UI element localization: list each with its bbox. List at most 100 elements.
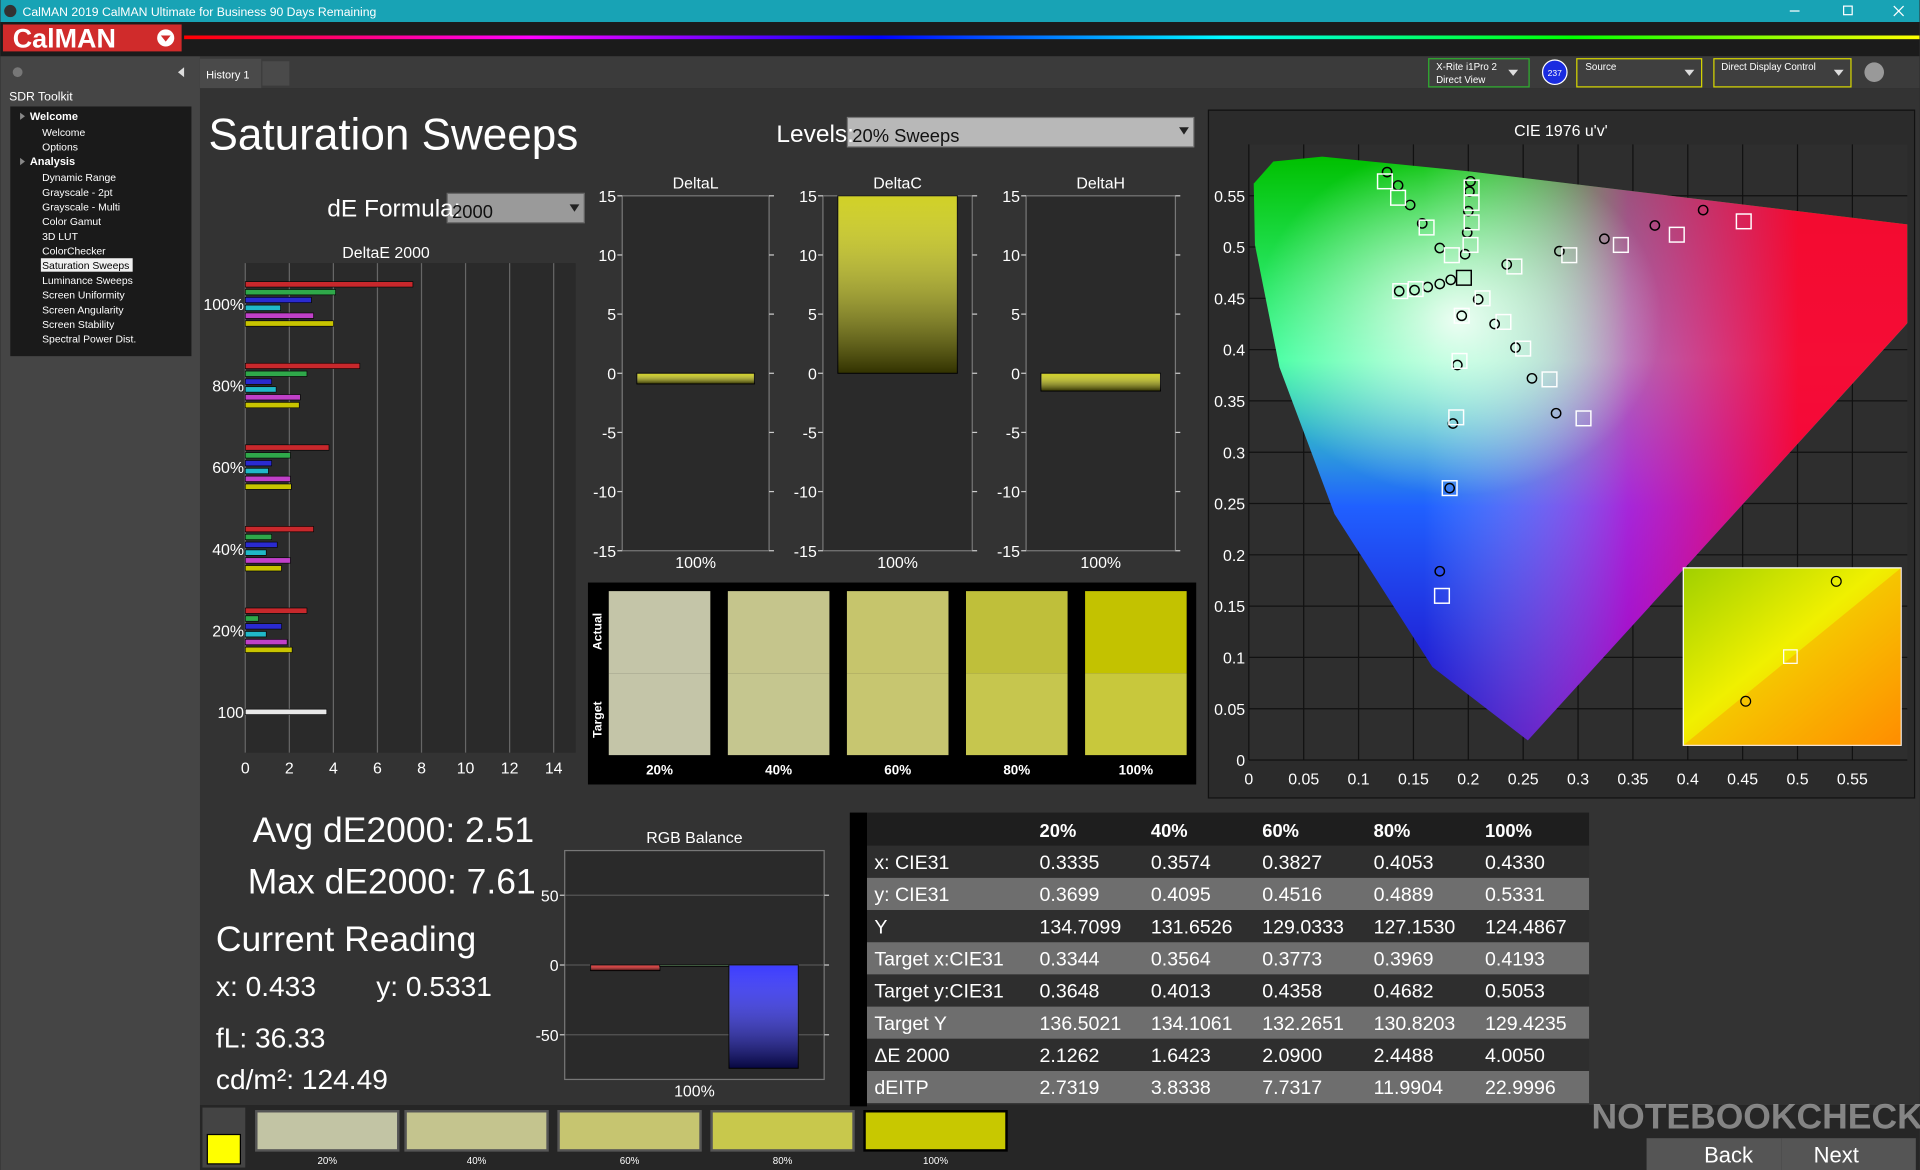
level-swatch[interactable] bbox=[710, 1110, 855, 1152]
bar bbox=[244, 533, 273, 540]
bar bbox=[244, 452, 291, 459]
table-cell: 2.7319 bbox=[1040, 1077, 1100, 1099]
bar bbox=[244, 320, 334, 327]
y-tick-label: 0.55 bbox=[1214, 189, 1245, 206]
bar bbox=[244, 549, 267, 556]
table-cell: 0.3773 bbox=[1262, 948, 1322, 970]
display-box[interactable] bbox=[1713, 58, 1852, 88]
table-cell: 0.5053 bbox=[1485, 981, 1545, 1003]
table-cell: 0.3344 bbox=[1040, 948, 1100, 970]
tree-item[interactable]: Grayscale - 2pt bbox=[42, 188, 113, 199]
level-label[interactable]: 100% bbox=[923, 1156, 948, 1167]
x-tick-label: 8 bbox=[417, 760, 426, 777]
tree-item[interactable]: Welcome bbox=[42, 128, 85, 139]
measured-point bbox=[1416, 218, 1428, 229]
table-cell: 0.5331 bbox=[1485, 884, 1545, 906]
bar-shade bbox=[636, 373, 755, 384]
table-cell: 132.2651 bbox=[1262, 1013, 1344, 1035]
y-tick-label: 80% bbox=[212, 379, 244, 396]
tree-arrow bbox=[20, 112, 25, 120]
tree-item[interactable]: Options bbox=[42, 143, 78, 154]
x-tick-label: 0.55 bbox=[1837, 771, 1868, 788]
level-swatch[interactable] bbox=[557, 1110, 702, 1152]
y-tick-label: 0.25 bbox=[1214, 497, 1245, 514]
level-swatch[interactable] bbox=[863, 1110, 1008, 1152]
sidebar-pin[interactable] bbox=[12, 67, 23, 78]
inset-target bbox=[1783, 649, 1798, 664]
table-cell: 127.1530 bbox=[1374, 916, 1456, 938]
bar bbox=[244, 475, 291, 482]
window-controls[interactable] bbox=[1789, 5, 1905, 17]
tree-item[interactable]: Screen Uniformity bbox=[42, 291, 125, 302]
next-button[interactable] bbox=[1781, 1138, 1916, 1170]
back-label[interactable]: Back bbox=[1704, 1143, 1754, 1168]
bar bbox=[244, 304, 281, 311]
table-cell: 2.1262 bbox=[1040, 1045, 1100, 1067]
target-point bbox=[1441, 480, 1458, 497]
tree-group: Welcome bbox=[30, 111, 78, 123]
tree-item[interactable]: Dynamic Range bbox=[42, 173, 116, 184]
tree-item[interactable]: Saturation Sweeps bbox=[42, 261, 129, 272]
table-cell: 3.8338 bbox=[1151, 1077, 1211, 1099]
measured-point bbox=[1456, 310, 1468, 322]
row-label: Target Y bbox=[874, 1013, 947, 1035]
tree-item[interactable]: Screen Stability bbox=[42, 320, 115, 331]
level-label[interactable]: 40% bbox=[467, 1156, 487, 1167]
table-cell: 1.6423 bbox=[1151, 1045, 1211, 1067]
formula-dropdown[interactable] bbox=[446, 192, 585, 224]
swatch-label: 40% bbox=[765, 763, 792, 778]
y-tick-label: -15 bbox=[997, 544, 1020, 561]
tree-item[interactable]: Luminance Sweeps bbox=[42, 276, 133, 287]
tree-item[interactable]: Color Gamut bbox=[42, 217, 101, 228]
sidebar-collapse[interactable] bbox=[177, 67, 185, 78]
table-cell: 136.5021 bbox=[1040, 1013, 1122, 1035]
rainbow-line bbox=[184, 35, 1920, 40]
measured-point bbox=[1598, 233, 1610, 245]
next-label[interactable]: Next bbox=[1814, 1143, 1859, 1168]
table-row bbox=[866, 1038, 1590, 1071]
target-point bbox=[1612, 236, 1629, 254]
y-tick-label: 10 bbox=[799, 248, 817, 265]
level-label[interactable]: 80% bbox=[773, 1156, 793, 1167]
badge[interactable] bbox=[1541, 59, 1568, 86]
bar bbox=[244, 615, 259, 622]
y-tick-label: -5 bbox=[803, 426, 817, 443]
reading-y: y: 0.5331 bbox=[376, 971, 492, 1002]
source-label: Source bbox=[1585, 62, 1616, 73]
source-box[interactable] bbox=[1576, 58, 1703, 88]
bar-shade bbox=[729, 965, 799, 1069]
target-point bbox=[1575, 410, 1592, 427]
tree-selection[interactable] bbox=[40, 258, 133, 272]
tree-item[interactable]: ColorChecker bbox=[42, 247, 106, 258]
target-point bbox=[1376, 173, 1393, 190]
levels-dropdown[interactable] bbox=[846, 116, 1195, 148]
level-label[interactable]: 20% bbox=[317, 1156, 337, 1167]
tab[interactable] bbox=[199, 58, 262, 89]
level-swatch[interactable] bbox=[255, 1110, 400, 1152]
settings-gear[interactable] bbox=[1864, 62, 1885, 82]
target-point bbox=[1443, 247, 1460, 264]
bar-shade bbox=[590, 965, 660, 971]
tree-item[interactable]: Spectral Power Dist. bbox=[42, 335, 136, 346]
table-row bbox=[866, 877, 1590, 911]
x-tick-label: 0.05 bbox=[1288, 771, 1319, 788]
bar bbox=[244, 402, 300, 409]
back-button[interactable] bbox=[1646, 1138, 1782, 1170]
chart-title: CIE 1976 u'v' bbox=[1514, 123, 1608, 140]
table-row bbox=[866, 845, 1590, 878]
table-cell: 0.4516 bbox=[1262, 884, 1322, 906]
tree-item[interactable]: Grayscale - Multi bbox=[42, 203, 120, 214]
add-tab[interactable] bbox=[262, 61, 290, 86]
measured-point bbox=[1381, 166, 1393, 178]
tab-label[interactable]: History 1 bbox=[206, 69, 249, 81]
target-point bbox=[1474, 290, 1491, 307]
level-swatch[interactable] bbox=[404, 1110, 549, 1152]
logo-box[interactable] bbox=[2, 24, 182, 52]
table-cell: 2.4488 bbox=[1374, 1045, 1434, 1067]
row-label: Target x:CIE31 bbox=[874, 948, 1003, 970]
tree-item[interactable]: Screen Angularity bbox=[42, 305, 124, 316]
tree-item[interactable]: 3D LUT bbox=[42, 232, 78, 243]
level-label[interactable]: 60% bbox=[620, 1156, 640, 1167]
dropdown-arrow bbox=[1833, 69, 1844, 76]
